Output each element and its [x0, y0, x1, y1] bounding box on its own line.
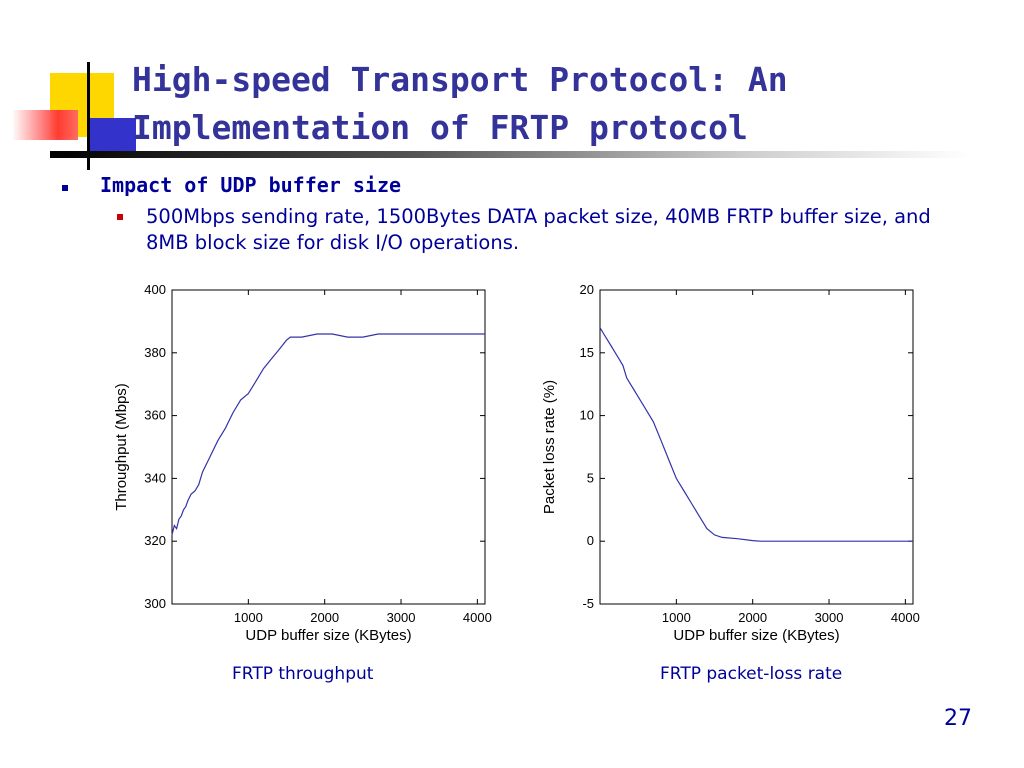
y-tick-label: -5 [582, 596, 594, 611]
y-tick-label: 0 [587, 533, 594, 548]
throughput-series-line [171, 333, 485, 536]
y-tick-label: 15 [580, 345, 594, 360]
y-tick-label: 400 [144, 282, 166, 297]
bullet-marker-level1 [62, 185, 68, 191]
x-tick-label: 3000 [815, 610, 844, 625]
y-tick-label: 320 [144, 533, 166, 548]
y-tick-label: 340 [144, 470, 166, 485]
x-tick-label: 1000 [234, 610, 263, 625]
y-tick-label: 380 [144, 345, 166, 360]
x-tick-label: 4000 [891, 610, 920, 625]
decor-vertical-line [87, 62, 90, 170]
packet-loss-chart: 1000 2000 3000 4000 -5 0 5 10 15 20 UDP buffer si… [541, 282, 920, 644]
throughput-chart: 1000 2000 3000 4000 300 320 340 360 380 400 UDP b… [113, 282, 492, 644]
y-tick-label: 5 [587, 470, 594, 485]
x-axis-label: UDP buffer size (KBytes) [245, 627, 411, 644]
y-axis-label: Packet loss rate (%) [541, 380, 558, 514]
x-tick-label: 2000 [310, 610, 339, 625]
plot-area-frame [599, 289, 914, 605]
y-tick-label: 10 [580, 408, 594, 423]
packet-loss-caption: FRTP packet-loss rate [660, 664, 843, 684]
slide-title: High-speed Transport Protocol: An Implem… [132, 56, 992, 152]
x-tick-label: 3000 [387, 610, 416, 625]
bullet-level1-text: Impact of UDP buffer size [100, 173, 402, 197]
bullet-marker-level2 [117, 214, 123, 220]
x-axis-label: UDP buffer size (KBytes) [673, 627, 839, 644]
y-tick-label: 20 [580, 282, 594, 297]
throughput-caption: FRTP throughput [232, 664, 374, 684]
y-tick-label: 360 [144, 408, 166, 423]
y-axis-label: Throughput (Mbps) [113, 383, 130, 511]
x-tick-label: 2000 [738, 610, 767, 625]
x-tick-label: 1000 [662, 610, 691, 625]
title-divider [50, 151, 970, 158]
decor-red-block [12, 110, 78, 140]
page-number: 27 [944, 706, 972, 731]
plot-area-frame [171, 289, 486, 605]
y-tick-label: 300 [144, 596, 166, 611]
x-tick-label: 4000 [463, 610, 492, 625]
title-line-2: Implementation of FRTP protocol [132, 108, 748, 147]
title-line-1: High-speed Transport Protocol: An [132, 60, 788, 99]
bullet-level2-text: 500Mbps sending rate, 1500Bytes DATA pac… [146, 205, 931, 254]
packet-loss-series-line [599, 327, 913, 542]
